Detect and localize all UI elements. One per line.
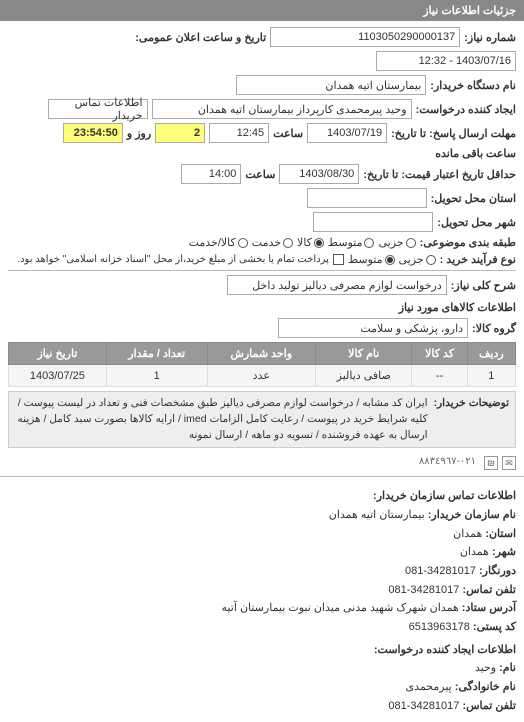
priority-goods-radio[interactable]: کالا	[297, 236, 324, 249]
separator-1	[8, 270, 516, 271]
td-row: 1	[467, 365, 515, 387]
priority-label: طبقه بندی موضوعی:	[420, 236, 516, 249]
prov-value: همدان	[453, 528, 482, 540]
addr-label: آدرس ستاد:	[462, 602, 516, 614]
priority-mid-radio[interactable]: متوسط	[328, 236, 375, 249]
fax-label: دورنگار:	[479, 565, 516, 577]
desc-text: ایران کد مشابه / درخواست لوازم مصرفی دیا…	[15, 396, 428, 443]
device-label: نام دستگاه خریدار:	[430, 79, 516, 92]
th-date: تاریخ نیاز	[9, 343, 107, 365]
city-field	[313, 212, 433, 232]
priority-low-text: جزیی	[378, 236, 403, 249]
priority-both-radio[interactable]: کالا/خدمت	[189, 236, 248, 249]
summary-label: شرح کلی نیاز:	[451, 279, 516, 292]
form-body: شماره نیاز: 1103050290000137 تاریخ و ساع…	[0, 21, 524, 454]
post-label: کد پستی:	[473, 621, 516, 633]
name-value: وحید	[475, 662, 496, 674]
th-code: کد کالا	[412, 343, 467, 365]
addr-value: همدان شهرک شهید مدنی میدان نبوت بیمارستا…	[222, 602, 459, 614]
city-label: شهر محل تحویل:	[437, 216, 516, 229]
description-box: توضیحات خریدار: ایران کد مشابه / درخواست…	[8, 391, 516, 448]
process-label: نوع فرآیند خرید :	[440, 253, 516, 266]
proc-note: پرداخت تمام یا بخشی از مبلغ خرید،از محل …	[17, 254, 329, 265]
deadline-send-hour: 12:45	[209, 123, 269, 143]
panel-title: جزئیات اطلاعات نیاز	[423, 5, 516, 17]
ccity-value: همدان	[460, 546, 489, 558]
time-left: 23:54:50	[63, 123, 123, 143]
deadline-send-label: مهلت ارسال پاسخ: تا تاریخ:	[391, 127, 516, 140]
fax-value: 34281017-081	[405, 565, 476, 577]
validity-date: 1403/08/30	[279, 164, 359, 184]
validity-hour: 14:00	[181, 164, 241, 184]
td-qty: 1	[106, 365, 207, 387]
summary-field: درخواست لوازم مصرفی دیالیز تولید داخل	[227, 275, 447, 295]
prov-label: استان:	[485, 528, 516, 540]
province-label: استان محل تحویل:	[431, 192, 516, 205]
days-left-label: روز و	[127, 127, 151, 140]
deadline-send-date: 1403/07/19	[307, 123, 387, 143]
proc-mid-radio[interactable]: متوسط	[348, 253, 395, 266]
post-value: 6513963178	[409, 621, 470, 633]
items-section-title: اطلاعات کالاهای مورد نیاز	[8, 301, 516, 314]
priority-low-radio[interactable]: جزیی	[378, 236, 415, 249]
table-row[interactable]: 1 -- صافی دیالیز عدد 1 1403/07/25	[9, 365, 516, 387]
requester-label: ایجاد کننده درخواست:	[416, 103, 516, 116]
td-code: --	[412, 365, 467, 387]
ccity-label: شهر:	[492, 546, 516, 558]
priority-goods-text: کالا	[297, 236, 312, 249]
validity-label: حداقل تاریخ اعتبار قیمت: تا تاریخ:	[363, 168, 516, 181]
creator-title: اطلاعات ایجاد کننده درخواست:	[8, 641, 516, 660]
td-name: صافی دیالیز	[316, 365, 412, 387]
td-unit: عدد	[207, 365, 316, 387]
phone-value: 34281017-081	[388, 584, 459, 596]
request-no-field: 1103050290000137	[270, 27, 460, 47]
panel-header: جزئیات اطلاعات نیاز	[0, 0, 524, 21]
days-left: 2	[155, 123, 205, 143]
phone-label: تلفن تماس:	[462, 584, 516, 596]
hour-label-2: ساعت	[245, 168, 275, 181]
time-left-label: ساعت باقی مانده	[435, 147, 516, 160]
cphone-label: تلفن تماس:	[462, 700, 516, 712]
th-qty: تعداد / مقدار	[106, 343, 207, 365]
group-label: گروه کالا:	[472, 322, 516, 335]
province-field	[307, 188, 427, 208]
pub-date-field: 1403/07/16 - 12:32	[376, 51, 516, 71]
icon-phone: ٠٢١-٨٨٣٤٩٦٧	[419, 456, 476, 470]
pub-date-label: تاریخ و ساعت اعلان عمومی:	[135, 31, 266, 44]
group-field: دارو، پزشکی و سلامت	[278, 318, 468, 338]
proc-low-radio[interactable]: جزیی	[399, 253, 436, 266]
items-table: ردیف کد کالا نام کالا واحد شمارش تعداد /…	[8, 342, 516, 387]
contact-section: اطلاعات تماس سازمان خریدار: نام سازمان خ…	[0, 481, 524, 721]
surname-value: پیرمحمدی	[406, 681, 452, 693]
hour-label-1: ساعت	[273, 127, 303, 140]
mail-icon[interactable]: ✉	[502, 456, 516, 470]
contact-title: اطلاعات تماس سازمان خریدار:	[8, 487, 516, 506]
org-label: نام سازمان خریدار:	[428, 509, 516, 521]
separator-2	[0, 476, 524, 477]
proc-checkbox[interactable]	[333, 254, 344, 265]
icon-row: ✉ ₪ ٠٢١-٨٨٣٤٩٦٧	[0, 454, 524, 472]
cphone-value: 34281017-081	[388, 700, 459, 712]
th-row: ردیف	[467, 343, 515, 365]
priority-both-text: کالا/خدمت	[189, 236, 236, 249]
request-no-label: شماره نیاز:	[464, 31, 516, 44]
th-name: نام کالا	[316, 343, 412, 365]
priority-mid-text: متوسط	[328, 236, 363, 249]
grid-icon[interactable]: ₪	[484, 456, 498, 470]
name-label: نام:	[499, 662, 516, 674]
buyer-contact-empty: اطلاعات تماس خریدار	[48, 99, 148, 119]
org-value: بیمارستان اتیه همدان	[329, 509, 425, 521]
td-date: 1403/07/25	[9, 365, 107, 387]
requester-field: وحید پیرمحمدی کارپرداز بیمارستان اتیه هم…	[152, 99, 412, 119]
proc-low-text: جزیی	[399, 253, 424, 266]
proc-mid-text: متوسط	[348, 253, 383, 266]
th-unit: واحد شمارش	[207, 343, 316, 365]
surname-label: نام خانوادگی:	[455, 681, 516, 693]
device-field: بیمارستان اتیه همدان	[236, 75, 426, 95]
priority-service-radio[interactable]: خدمت	[252, 236, 293, 249]
desc-label: توضیحات خریدار:	[434, 396, 509, 443]
priority-service-text: خدمت	[252, 236, 281, 249]
